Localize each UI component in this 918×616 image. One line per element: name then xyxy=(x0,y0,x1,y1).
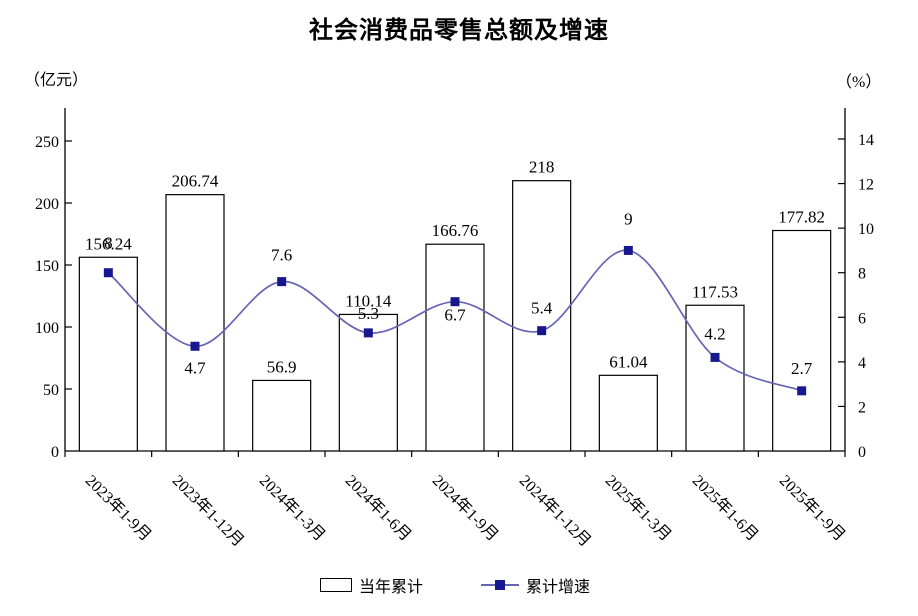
left-axis-tick-label: 200 xyxy=(35,196,59,213)
line-data-label: 4.2 xyxy=(704,324,725,343)
bar xyxy=(78,256,138,452)
left-axis-tick-label: 100 xyxy=(35,320,59,337)
right-axis-tick-label: 10 xyxy=(858,221,874,238)
left-axis-tick-label: 50 xyxy=(43,382,59,399)
line-marker-icon xyxy=(277,277,287,287)
line-data-label: 8 xyxy=(104,234,113,253)
line-data-label: 4.7 xyxy=(184,358,206,377)
right-axis-tick-label: 0 xyxy=(858,444,866,461)
bar-data-label: 117.53 xyxy=(692,282,738,301)
legend-item-bar: 当年累计 xyxy=(319,573,423,597)
bar-data-label: 206.74 xyxy=(172,172,219,191)
line-marker-icon xyxy=(363,328,373,338)
legend-line-label: 累计增速 xyxy=(526,579,591,596)
line-data-label: 9 xyxy=(624,209,633,228)
chart-title: 社会消费品零售总额及增速 xyxy=(309,18,609,44)
line-data-label: 5.3 xyxy=(358,304,379,323)
bar-data-label: 156.24 xyxy=(85,234,132,253)
line-marker-icon xyxy=(797,386,807,396)
line-marker-icon xyxy=(103,268,113,278)
line-series-swatch-icon xyxy=(481,580,519,590)
bar-data-label: 218 xyxy=(529,158,555,177)
line-marker-icon xyxy=(623,245,633,255)
left-axis-tick-label: 250 xyxy=(35,134,59,151)
bar xyxy=(685,304,745,452)
legend-item-line: 累计增速 xyxy=(481,573,590,597)
bar xyxy=(425,243,485,452)
legend-bar-label: 当年累计 xyxy=(358,579,423,596)
right-axis-tick-label: 6 xyxy=(858,310,866,327)
bar-data-label: 110.14 xyxy=(345,291,392,310)
bar-data-label: 166.76 xyxy=(432,221,479,240)
left-axis-tick-label: 0 xyxy=(51,444,59,461)
legend-line-marker-icon xyxy=(495,580,505,590)
line-data-label: 7.6 xyxy=(271,246,292,265)
right-axis-tick-label: 14 xyxy=(858,132,874,149)
right-axis-tick-label: 2 xyxy=(858,399,866,416)
legend: 当年累计 累计增速 xyxy=(0,572,910,598)
line-data-label: 2.7 xyxy=(791,359,813,378)
left-axis-tick-label: 150 xyxy=(35,258,59,275)
bar-series-swatch-icon xyxy=(319,578,352,592)
line-marker-icon xyxy=(190,341,200,351)
right-axis-tick-label: 8 xyxy=(858,266,866,283)
bar xyxy=(598,374,658,452)
left-axis-unit-label: （亿元） xyxy=(24,72,89,89)
bar-data-label: 61.04 xyxy=(609,352,648,371)
line-marker-icon xyxy=(710,352,720,362)
bar xyxy=(772,229,832,452)
line-marker-icon xyxy=(537,326,547,336)
bar-data-label: 56.9 xyxy=(267,357,297,376)
right-axis-tick-label: 4 xyxy=(858,355,866,372)
bar xyxy=(252,379,312,452)
right-axis-unit-label: （%） xyxy=(836,74,882,91)
bar-data-label: 177.82 xyxy=(778,208,825,227)
bar xyxy=(165,194,225,452)
line-marker-icon xyxy=(450,297,460,307)
line-data-label: 6.7 xyxy=(444,306,466,325)
line-data-label: 5.4 xyxy=(531,299,553,318)
right-axis-tick-label: 12 xyxy=(858,177,874,194)
